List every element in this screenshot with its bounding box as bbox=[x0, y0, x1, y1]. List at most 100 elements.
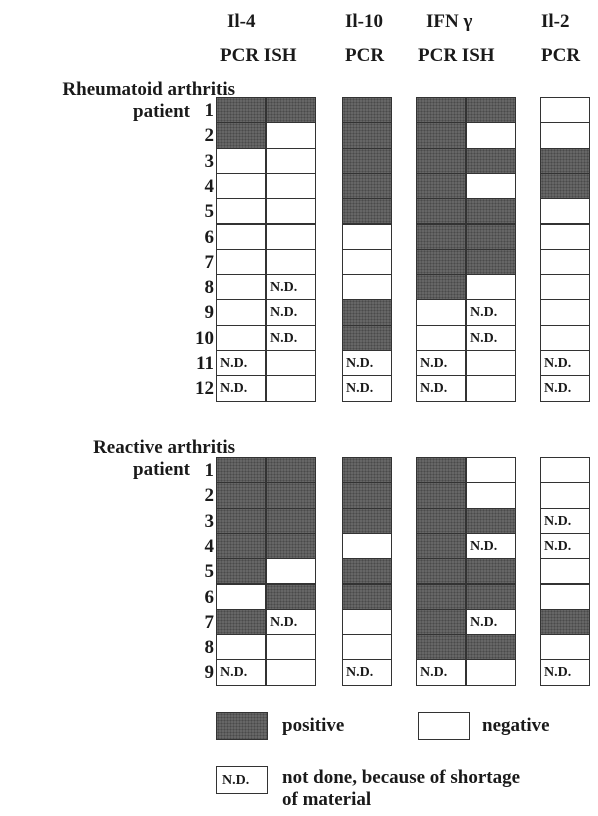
cell-il2-pcr bbox=[540, 248, 590, 276]
nd-label: N.D. bbox=[220, 356, 248, 371]
nd-label: N.D. bbox=[544, 665, 572, 681]
cell-il10-pcr bbox=[342, 583, 392, 610]
cell-il2-pcr: N.D. bbox=[540, 350, 590, 377]
cell-il4-pcr bbox=[216, 558, 266, 585]
patient-number: 4 bbox=[204, 535, 215, 557]
cell-il10-pcr bbox=[342, 97, 392, 124]
patient-number: 6 bbox=[204, 586, 215, 608]
cell-il4-pcr bbox=[216, 634, 266, 661]
cell-ifn-ish bbox=[466, 583, 516, 610]
cell-il4-pcr bbox=[216, 147, 266, 174]
cell-il4-ish bbox=[266, 97, 316, 124]
cell-ifn-ish bbox=[466, 223, 516, 250]
cell-il10-pcr bbox=[342, 147, 392, 174]
cell-il4-pcr bbox=[216, 583, 266, 610]
nd-label: N.D. bbox=[420, 356, 448, 371]
nd-label: N.D. bbox=[270, 305, 298, 321]
group-label-rheumatoid: Rheumatoid arthritis bbox=[62, 79, 235, 100]
patient-number: 2 bbox=[204, 125, 215, 147]
cell-il4-pcr bbox=[216, 482, 266, 509]
cell-ifn-pcr bbox=[416, 299, 466, 326]
cell-il4-ish bbox=[266, 122, 316, 149]
cell-il2-pcr bbox=[540, 558, 590, 585]
legend-negative-swatch bbox=[418, 712, 470, 740]
cell-ifn-ish bbox=[466, 659, 516, 686]
cell-ifn-ish bbox=[466, 198, 516, 225]
cell-il10-pcr bbox=[342, 274, 392, 301]
cell-il10-pcr bbox=[342, 248, 392, 276]
cell-il10-pcr bbox=[342, 507, 392, 534]
cell-il4-ish bbox=[266, 375, 316, 402]
method-il2: PCR bbox=[541, 45, 581, 66]
nd-label: N.D. bbox=[544, 356, 572, 371]
nd-label: N.D. bbox=[470, 330, 498, 346]
patient-number: 10 bbox=[195, 327, 214, 349]
patient-number: 1 bbox=[204, 100, 215, 121]
cell-ifn-pcr bbox=[416, 172, 466, 200]
cell-il2-pcr: N.D. bbox=[540, 375, 590, 402]
cell-ifn-ish bbox=[466, 122, 516, 149]
nd-label: N.D. bbox=[544, 381, 572, 397]
cell-il2-pcr bbox=[540, 223, 590, 250]
cell-il4-ish: N.D. bbox=[266, 608, 316, 636]
cell-ifn-ish bbox=[466, 375, 516, 402]
cell-il4-ish bbox=[266, 482, 316, 509]
cell-il2-pcr: N.D. bbox=[540, 507, 590, 534]
cell-il10-pcr bbox=[342, 299, 392, 326]
patient-number: 8 bbox=[204, 277, 215, 299]
cell-il4-ish: N.D. bbox=[266, 274, 316, 301]
cell-il4-ish bbox=[266, 172, 316, 200]
patient-number: 11 bbox=[196, 353, 214, 374]
nd-label: N.D. bbox=[270, 614, 298, 630]
cell-il10-pcr bbox=[342, 223, 392, 250]
cell-ifn-ish bbox=[466, 350, 516, 377]
cell-il4-pcr bbox=[216, 457, 266, 484]
cell-il10-pcr: N.D. bbox=[342, 659, 392, 686]
legend-nd-label-cont: of material bbox=[282, 789, 372, 810]
cell-il2-pcr bbox=[540, 634, 590, 661]
cell-il4-pcr bbox=[216, 608, 266, 636]
cell-il4-ish bbox=[266, 350, 316, 377]
nd-label: N.D. bbox=[270, 280, 298, 296]
cell-il10-pcr bbox=[342, 634, 392, 661]
header-il10: Il-10 bbox=[345, 11, 383, 32]
cell-il2-pcr bbox=[540, 172, 590, 200]
nd-label: N.D. bbox=[470, 614, 498, 630]
cell-il4-pcr bbox=[216, 299, 266, 326]
cell-il4-ish: N.D. bbox=[266, 324, 316, 351]
patient-number: 12 bbox=[195, 378, 214, 400]
cell-ifn-ish bbox=[466, 457, 516, 484]
nd-label: N.D. bbox=[346, 381, 374, 397]
cell-il2-pcr bbox=[540, 324, 590, 351]
nd-label: N.D. bbox=[220, 665, 248, 681]
patient-number: 1 bbox=[204, 460, 215, 481]
cell-il4-pcr bbox=[216, 198, 266, 225]
cell-il2-pcr: N.D. bbox=[540, 532, 590, 560]
cell-il4-ish bbox=[266, 532, 316, 560]
nd-label: N.D. bbox=[220, 381, 248, 397]
cell-il4-pcr bbox=[216, 324, 266, 351]
group-label-reactive: Reactive arthritis bbox=[93, 437, 235, 458]
cell-il10-pcr bbox=[342, 324, 392, 351]
patient-number: 6 bbox=[204, 226, 215, 248]
cell-ifn-ish bbox=[466, 172, 516, 200]
cell-ifn-pcr: N.D. bbox=[416, 659, 466, 686]
legend-nd-label: not done, because of shortage bbox=[282, 767, 521, 788]
cell-il10-pcr bbox=[342, 482, 392, 509]
patient-number: 5 bbox=[204, 201, 215, 223]
nd-label: N.D. bbox=[270, 330, 298, 346]
cell-ifn-pcr bbox=[416, 558, 466, 585]
cell-il4-ish bbox=[266, 223, 316, 250]
cell-ifn-pcr bbox=[416, 532, 466, 560]
patient-number: 9 bbox=[204, 662, 215, 684]
header-il4: Il-4 bbox=[227, 11, 256, 32]
cell-il10-pcr bbox=[342, 532, 392, 560]
cell-il4-pcr bbox=[216, 172, 266, 200]
cell-ifn-pcr bbox=[416, 507, 466, 534]
cell-ifn-ish bbox=[466, 507, 516, 534]
cell-il10-pcr bbox=[342, 558, 392, 585]
cell-il4-pcr bbox=[216, 248, 266, 276]
cell-ifn-pcr bbox=[416, 583, 466, 610]
cell-il4-pcr bbox=[216, 122, 266, 149]
cell-ifn-pcr bbox=[416, 248, 466, 276]
